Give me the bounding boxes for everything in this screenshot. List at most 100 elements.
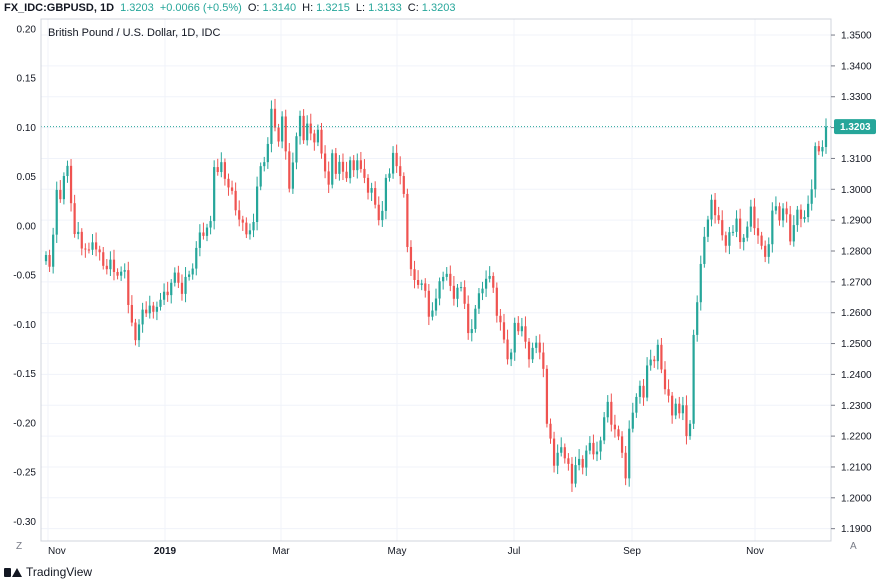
candle-body — [223, 162, 227, 179]
candle-body — [488, 275, 491, 279]
candle-body — [781, 208, 785, 221]
candle-body — [653, 359, 656, 362]
candle-body — [692, 334, 695, 424]
candle-body — [48, 255, 51, 267]
candle-body — [241, 219, 244, 223]
open-label: O: — [247, 2, 260, 14]
candle-body — [62, 176, 65, 200]
candle-body — [749, 206, 752, 227]
candle-body — [248, 230, 252, 235]
candle-body — [209, 221, 212, 228]
last-price-tag-text: 1.3203 — [840, 122, 871, 133]
candle-body — [603, 417, 606, 441]
candle-body — [502, 322, 506, 340]
candle-body — [527, 341, 531, 360]
time-axis[interactable]: Nov 2019 Mar May Jul Sep Nov — [48, 546, 764, 557]
candle-body — [359, 160, 362, 169]
candle-body — [159, 299, 162, 307]
candle-body — [44, 255, 48, 262]
candles — [44, 98, 828, 492]
candle-body — [384, 177, 388, 211]
right-tick-label: 1.3500 — [841, 31, 872, 42]
candle-body — [213, 167, 216, 222]
candle-body — [173, 272, 176, 283]
candle-body — [764, 245, 767, 257]
candle-body — [313, 133, 316, 143]
candle-body — [316, 129, 320, 143]
candle-body — [545, 368, 549, 424]
left-tick-label: 0.20 — [17, 24, 37, 35]
candle-body — [459, 287, 463, 289]
candle-body — [381, 210, 384, 221]
candle-body — [703, 236, 706, 264]
symbol-name[interactable]: FX_IDC:GBPUSD, 1D — [4, 2, 115, 14]
left-tick-label: -0.05 — [13, 271, 36, 282]
candle-body — [645, 365, 649, 398]
candle-body — [59, 189, 62, 200]
candle-body — [717, 215, 720, 221]
candle-body — [55, 189, 58, 235]
candle-body — [284, 116, 287, 152]
candle-body — [202, 232, 205, 236]
left-tick-label: -0.25 — [13, 468, 36, 479]
candle-body — [116, 271, 119, 276]
candle-body — [792, 225, 795, 242]
candle-body — [188, 274, 191, 277]
candle-body — [799, 209, 803, 219]
candle-body — [238, 210, 241, 220]
candle-body — [417, 280, 420, 285]
candle-body — [331, 153, 334, 185]
candle-body — [341, 161, 345, 172]
candle-body — [506, 339, 509, 360]
candle-body — [803, 217, 806, 219]
brand-name[interactable]: TradingView — [26, 565, 93, 579]
candle-body — [721, 220, 724, 236]
candle-body — [667, 389, 670, 396]
candle-body — [821, 147, 824, 152]
candle-body — [563, 447, 566, 459]
candle-body — [753, 206, 756, 229]
right-tick-label: 1.1900 — [841, 524, 872, 535]
candle-body — [130, 304, 133, 323]
candle-body — [470, 329, 473, 334]
candle-body — [105, 265, 108, 270]
candle-body — [728, 232, 731, 246]
time-tick-label: Sep — [623, 546, 641, 557]
right-axis[interactable]: 1.35001.34001.33001.32001.31001.30001.29… — [831, 31, 872, 536]
tradingview-logo-icon[interactable] — [4, 567, 22, 578]
left-axis[interactable]: 0.20 0.15 0.10 0.05 0.00 -0.05 -0.10 -0.15 -0.20… — [13, 24, 36, 527]
close-value: 1.3203 — [421, 2, 456, 14]
candle-body — [84, 248, 87, 250]
auto-zoom-button[interactable]: Z — [16, 541, 22, 552]
candle-body — [327, 171, 330, 185]
low-value: 1.3133 — [368, 2, 402, 14]
candle-body — [824, 126, 828, 148]
candle-body — [624, 452, 627, 479]
candle-body — [259, 166, 262, 187]
candle-body — [796, 209, 799, 226]
candle-body — [499, 315, 502, 323]
candle-body — [474, 308, 477, 330]
candle-body — [220, 162, 223, 173]
candle-body — [620, 436, 624, 453]
auto-scale-button[interactable]: A — [850, 541, 857, 552]
candle-body — [735, 218, 738, 232]
candle-body — [399, 166, 402, 177]
time-tick-label: Nov — [48, 546, 66, 557]
candle-body — [495, 287, 498, 316]
close-label: C: — [407, 2, 419, 14]
candle-body — [481, 288, 484, 294]
candle-body — [323, 153, 327, 172]
chart-area[interactable]: British Pound / U.S. Dollar, 1D, IDC 0.2… — [0, 18, 882, 560]
symbol-header: FX_IDC:GBPUSD, 1D 1.3203 +0.0066 (+0.5%)… — [4, 2, 458, 16]
candle-body — [685, 405, 688, 437]
right-tick-label: 1.3100 — [841, 154, 872, 165]
candle-body — [270, 108, 273, 144]
candle-body — [574, 465, 577, 484]
candle-body — [87, 249, 91, 251]
candle-body — [252, 222, 255, 231]
candle-body — [281, 116, 284, 142]
candle-body — [234, 190, 237, 211]
candlestick-chart[interactable]: British Pound / U.S. Dollar, 1D, IDC 0.2… — [0, 18, 882, 560]
right-tick-label: 1.2100 — [841, 462, 872, 473]
